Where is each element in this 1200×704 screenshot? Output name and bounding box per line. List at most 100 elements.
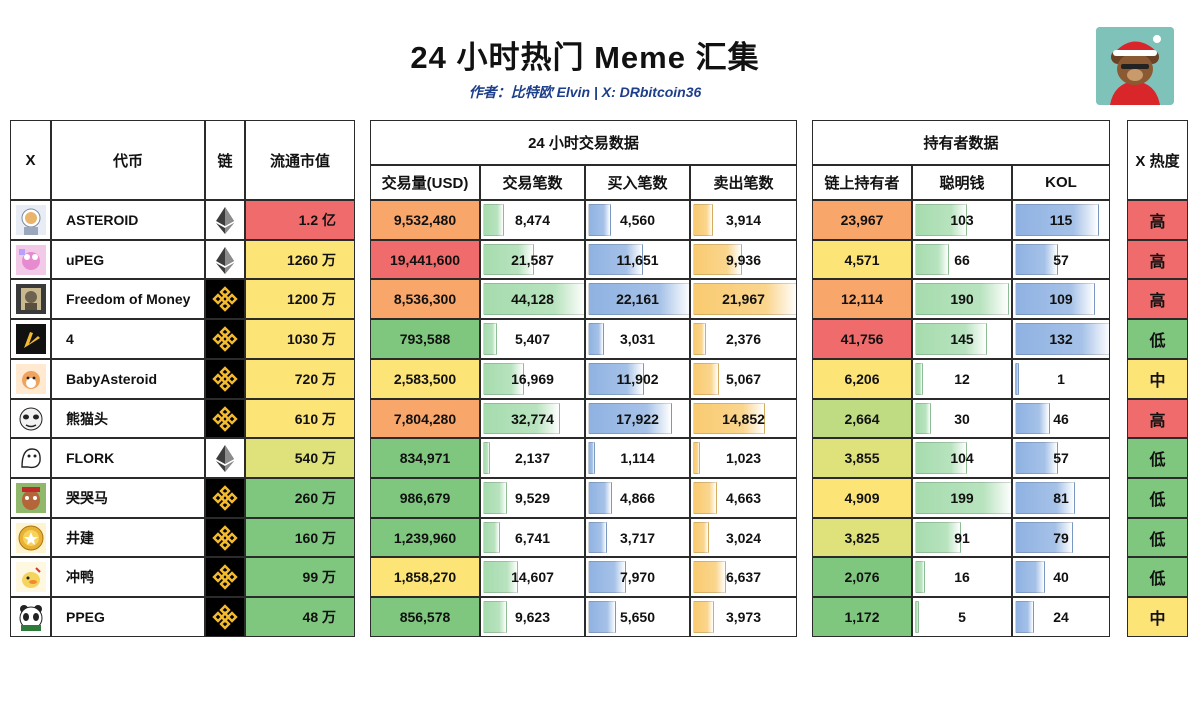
token-name: 熊猫头: [51, 399, 205, 438]
hand-four-avatar-icon: [10, 319, 51, 359]
volume: 856,578: [370, 597, 480, 637]
astronaut-dog-avatar-icon: [10, 200, 51, 240]
header-holder-group: 持有者数据: [812, 120, 1110, 165]
buy-count: 11,651: [585, 240, 690, 279]
holders: 3,855: [812, 438, 912, 478]
sell-count-value: 1,023: [725, 450, 762, 466]
smart-money-bar: [915, 482, 1011, 514]
kol-count-bar: [1015, 204, 1099, 236]
sell-count-bar: [693, 601, 714, 633]
x-heat: 低: [1127, 319, 1188, 359]
buy-count-bar: [588, 442, 596, 474]
bnb-icon: [205, 557, 245, 597]
kol-count-bar: [1015, 363, 1019, 395]
kol-count: 1: [1012, 359, 1110, 399]
smart-money-value: 16: [954, 569, 970, 585]
volume: 793,588: [370, 319, 480, 359]
kol-count-value: 109: [1049, 291, 1073, 307]
buy-count: 22,161: [585, 279, 690, 319]
smart-money-value: 66: [954, 251, 970, 268]
market-cap: 1.2 亿: [245, 200, 355, 240]
smart-money-value: 91: [954, 529, 970, 546]
trade-count: 6,741: [480, 518, 585, 557]
trade-count-bar: [483, 283, 584, 315]
sell-count-value: 21,967: [722, 291, 765, 307]
holders: 41,756: [812, 319, 912, 359]
ethereum-icon: [205, 240, 245, 279]
sell-count-bar: [693, 561, 727, 593]
trade-count-bar: [483, 482, 507, 514]
smart-money-value: 145: [950, 331, 974, 347]
sell-count-bar: [693, 323, 707, 355]
trade-count: 16,969: [480, 359, 585, 399]
buy-count-bar: [588, 283, 689, 315]
sell-count-value: 14,852: [722, 410, 765, 427]
header-smart: 聪明钱: [912, 165, 1012, 200]
holders: 4,909: [812, 478, 912, 518]
volume: 19,441,600: [370, 240, 480, 279]
kol-count-bar: [1015, 283, 1095, 315]
kol-count-bar: [1015, 442, 1058, 474]
bnb-icon: [205, 279, 245, 319]
token-name: PPEG: [51, 597, 205, 637]
trade-count-bar: [483, 244, 535, 275]
bnb-icon: [205, 359, 245, 399]
volume: 9,532,480: [370, 200, 480, 240]
buy-count-value: 4,560: [619, 212, 656, 228]
bear-santa-avatar-icon: [1096, 27, 1174, 105]
trade-count-value: 2,137: [514, 450, 551, 466]
header-trades: 交易笔数: [480, 165, 585, 200]
trade-count-value: 21,587: [511, 251, 554, 268]
sell-count-value: 2,376: [725, 331, 762, 347]
trade-count-bar: [483, 442, 490, 474]
market-cap: 48 万: [245, 597, 355, 637]
trade-count: 14,607: [480, 557, 585, 597]
header-trade-group: 24 小时交易数据: [370, 120, 797, 165]
header-volume: 交易量(USD): [370, 165, 480, 200]
sell-count: 9,936: [690, 240, 797, 279]
buy-count-value: 11,651: [616, 251, 659, 268]
sell-count-bar: [693, 363, 719, 395]
holders: 3,825: [812, 518, 912, 557]
volume: 834,971: [370, 438, 480, 478]
holders: 2,076: [812, 557, 912, 597]
token-name: BabyAsteroid: [51, 359, 205, 399]
sell-count-bar: [693, 522, 710, 553]
holders: 2,664: [812, 399, 912, 438]
sell-count-bar: [693, 204, 714, 236]
sell-count: 3,914: [690, 200, 797, 240]
smart-money-value: 104: [950, 450, 974, 466]
sell-count-value: 9,936: [725, 251, 762, 268]
buy-count-bar: [588, 244, 644, 275]
kol-count-bar: [1015, 244, 1058, 275]
market-cap: 540 万: [245, 438, 355, 478]
bnb-icon: [205, 319, 245, 359]
token-name: 井建: [51, 518, 205, 557]
smart-money: 5: [912, 597, 1012, 637]
smart-money: 16: [912, 557, 1012, 597]
smart-money-value: 190: [950, 291, 974, 307]
kol-count-bar: [1015, 403, 1050, 434]
kol-count-value: 57: [1053, 450, 1069, 466]
header-chain: 链: [205, 120, 245, 200]
smart-money-bar: [915, 561, 925, 593]
smart-money-value: 199: [950, 490, 974, 506]
kol-count: 79: [1012, 518, 1110, 557]
kol-count: 40: [1012, 557, 1110, 597]
trade-count: 9,529: [480, 478, 585, 518]
market-cap: 260 万: [245, 478, 355, 518]
kol-count-bar: [1015, 561, 1046, 593]
trade-count-value: 9,623: [514, 609, 551, 625]
kol-count: 81: [1012, 478, 1110, 518]
kol-count-bar: [1015, 482, 1075, 514]
sell-count: 4,663: [690, 478, 797, 518]
bnb-icon: [205, 518, 245, 557]
sell-count-bar: [693, 442, 700, 474]
kol-count-value: 57: [1053, 251, 1069, 268]
panda-meme-avatar-icon: [10, 399, 51, 438]
sell-count: 1,023: [690, 438, 797, 478]
ethereum-icon: [205, 200, 245, 240]
buy-count-value: 7,970: [619, 569, 656, 585]
smart-money: 12: [912, 359, 1012, 399]
